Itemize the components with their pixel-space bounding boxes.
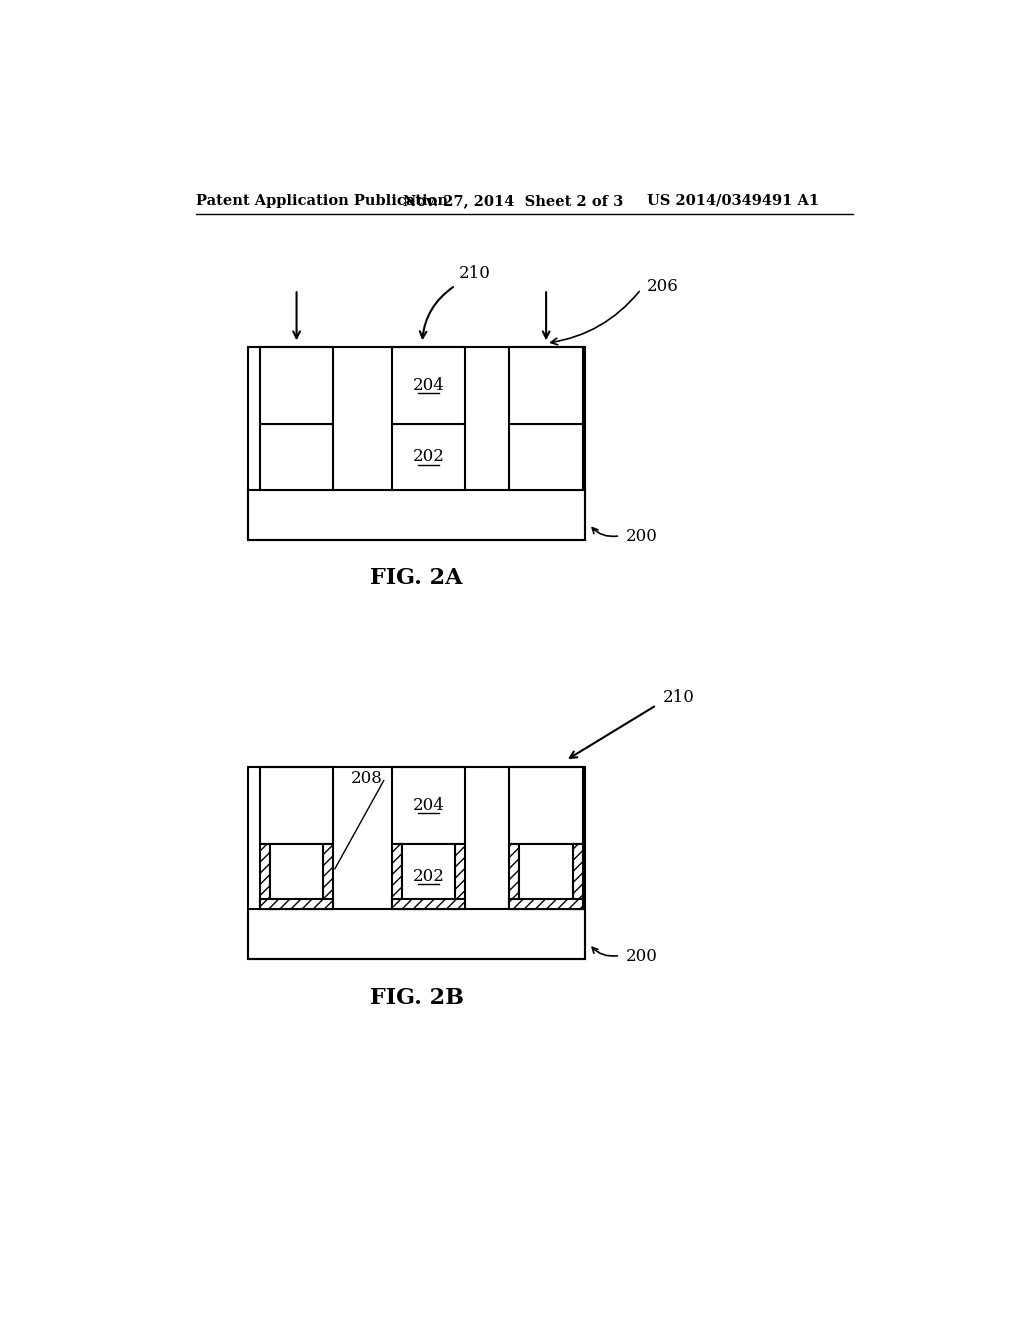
Bar (270, 843, 324, 909)
Text: 204: 204 (413, 378, 444, 395)
Bar (260, 843, 270, 909)
Text: FIG. 2B: FIG. 2B (370, 987, 464, 1008)
Text: US 2014/0349491 A1: US 2014/0349491 A1 (647, 194, 819, 207)
Text: Patent Application Publication: Patent Application Publication (197, 194, 449, 207)
Bar (260, 899, 334, 909)
Text: 206: 206 (646, 279, 678, 296)
Bar (572, 843, 583, 909)
Text: 210: 210 (460, 265, 492, 282)
Bar (391, 347, 465, 424)
Bar (509, 347, 583, 424)
Bar (519, 843, 572, 909)
Text: FIG. 2A: FIG. 2A (371, 568, 463, 589)
Text: 202: 202 (413, 449, 444, 465)
Bar (248, 909, 586, 960)
Bar (391, 843, 401, 909)
Bar (260, 347, 334, 424)
Bar (248, 767, 586, 960)
Bar (509, 767, 583, 843)
Bar (391, 899, 465, 909)
Bar (509, 899, 583, 909)
Text: 200: 200 (626, 948, 657, 965)
Bar (509, 424, 583, 490)
Bar (248, 347, 586, 540)
Bar (509, 843, 519, 909)
Text: Nov. 27, 2014  Sheet 2 of 3: Nov. 27, 2014 Sheet 2 of 3 (403, 194, 624, 207)
Text: 202: 202 (413, 869, 444, 884)
Bar (324, 843, 334, 909)
Bar (260, 424, 334, 490)
Bar (401, 843, 455, 909)
Text: 204: 204 (413, 797, 444, 813)
Bar (391, 767, 465, 843)
Bar (455, 843, 465, 909)
Text: 208: 208 (350, 770, 382, 787)
Text: 210: 210 (663, 689, 694, 706)
Text: 200: 200 (626, 528, 657, 545)
Bar (391, 424, 465, 490)
Bar (260, 767, 334, 843)
Bar (248, 490, 586, 540)
